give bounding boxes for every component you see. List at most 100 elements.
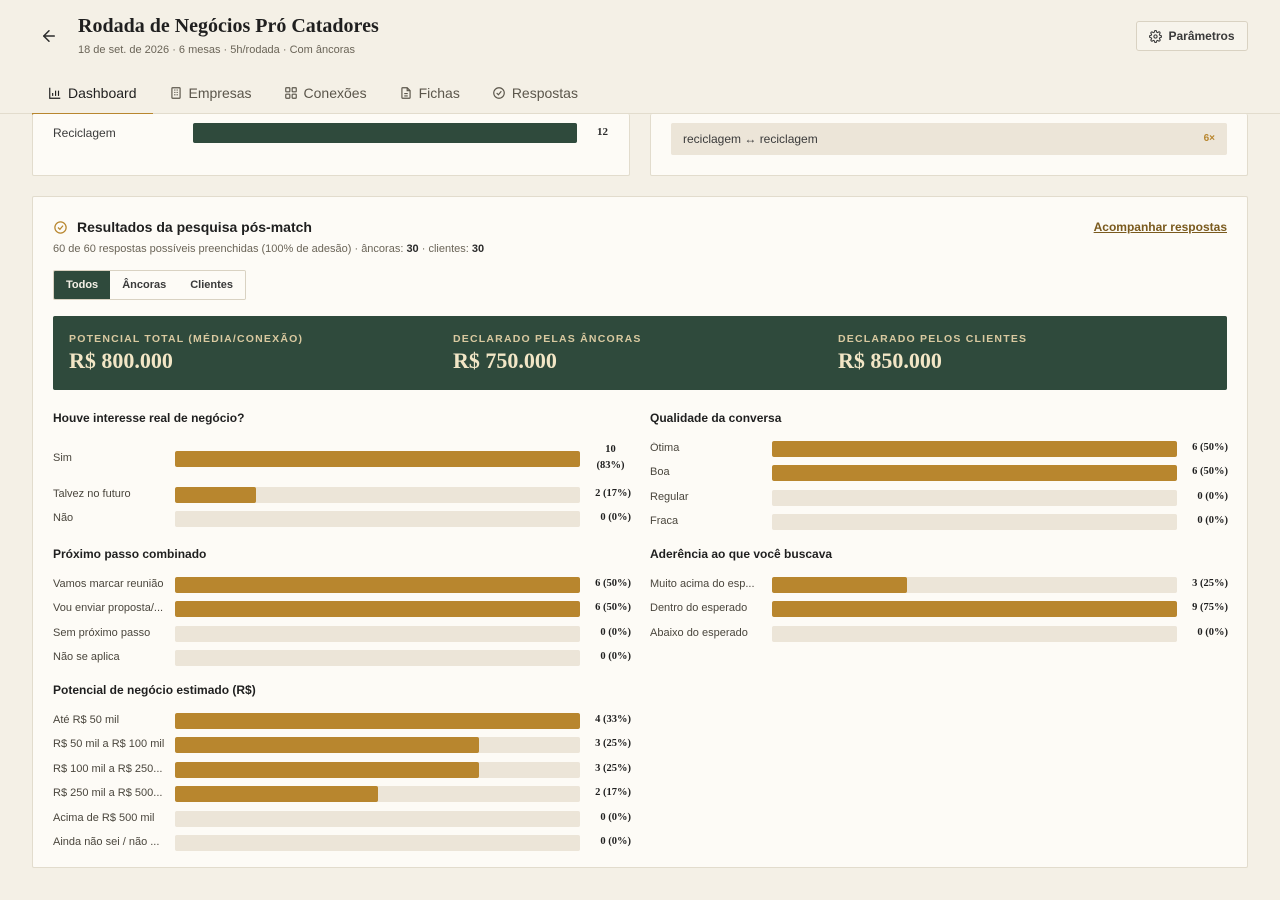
answer-value: 0 (0%) xyxy=(1197,627,1228,638)
answer-bar-track xyxy=(772,441,1177,457)
answer-value: 3 (25%) xyxy=(1192,578,1228,589)
document-icon xyxy=(400,87,411,99)
answer-label: Não xyxy=(53,512,74,524)
answer-label: Até R$ 50 mil xyxy=(53,714,120,726)
page-title: Rodada de Negócios Pró Catadores xyxy=(78,15,379,37)
kpi-total: POTENCIAL TOTAL (MÉDIA/CONEXÃO) R$ 800.0… xyxy=(69,333,303,374)
answer-label: Não se aplica xyxy=(53,651,120,663)
kpi-anchors: DECLARADO PELAS ÂNCORAS R$ 750.000 xyxy=(453,333,642,374)
answer-row: R$ 50 mil a R$ 100 mil 3 (25%) xyxy=(53,733,631,757)
answer-bar-fill xyxy=(772,577,907,593)
answer-label: Boa xyxy=(650,466,670,478)
kpi-value: R$ 800.000 xyxy=(69,348,173,373)
check-circle-icon xyxy=(54,221,67,234)
tab-dashboard[interactable]: Dashboard xyxy=(32,72,153,115)
answer-bar-fill xyxy=(772,465,1177,481)
tab-label: Fichas xyxy=(418,85,460,101)
parameters-label: Parâmetros xyxy=(1168,29,1235,43)
filter-anchors[interactable]: Âncoras xyxy=(110,271,179,299)
answer-bar-track xyxy=(772,601,1177,617)
answer-bar-track xyxy=(175,786,580,802)
filter-clients[interactable]: Clientes xyxy=(178,271,246,299)
answer-value: 3 (25%) xyxy=(595,738,631,749)
survey-sub-mid: · clientes: xyxy=(418,243,472,255)
answer-row: Até R$ 50 mil 4 (33%) xyxy=(53,709,631,733)
survey-results-card: Resultados da pesquisa pós-match 60 de 6… xyxy=(32,196,1248,868)
answer-bar-track xyxy=(772,490,1177,506)
answer-row: Sem próximo passo 0 (0%) xyxy=(53,622,631,646)
tab-bar: Dashboard Empresas Conexões Fichas Respo… xyxy=(32,72,594,115)
answer-bar-track xyxy=(772,465,1177,481)
respondent-filter: Todos Âncoras Clientes xyxy=(53,270,247,300)
kpi-label: DECLARADO PELAS ÂNCORAS xyxy=(453,333,642,345)
answer-bar-track xyxy=(772,577,1177,593)
answer-bar-fill xyxy=(175,762,479,778)
survey-title: Resultados da pesquisa pós-match xyxy=(77,219,312,235)
answer-bar-track xyxy=(772,514,1177,530)
tab-label: Dashboard xyxy=(68,85,137,101)
answer-value: 10 (83%) xyxy=(596,444,625,471)
tab-empresas[interactable]: Empresas xyxy=(153,72,268,114)
answer-value: 3 (25%) xyxy=(595,763,631,774)
answer-bar-track xyxy=(175,626,580,642)
answer-row: R$ 100 mil a R$ 250... 3 (25%) xyxy=(53,758,631,782)
check-circle-icon xyxy=(492,87,505,99)
answer-row: Abaixo do esperado 0 (0%) xyxy=(650,622,1228,646)
answer-bar-track xyxy=(175,762,580,778)
tab-label: Conexões xyxy=(303,85,367,101)
filter-all[interactable]: Todos xyxy=(54,271,111,299)
answer-bar-track xyxy=(175,511,580,527)
tab-label: Empresas xyxy=(188,85,252,101)
answer-value: 0 (0%) xyxy=(600,812,631,823)
page-subtitle: 18 de set. de 2026 · 6 mesas · 5h/rodada… xyxy=(78,44,355,56)
answer-label: Dentro do esperado xyxy=(650,602,748,614)
tab-fichas[interactable]: Fichas xyxy=(383,72,476,114)
anchors-count: 30 xyxy=(406,243,419,255)
follow-responses-link[interactable]: Acompanhar respostas xyxy=(1093,220,1227,234)
sector-bar xyxy=(193,123,577,143)
answer-bar-fill xyxy=(772,441,1177,457)
tab-label: Respostas xyxy=(511,85,578,101)
tab-conexoes[interactable]: Conexões xyxy=(268,72,383,114)
answer-label: Acima de R$ 500 mil xyxy=(53,812,155,824)
answer-row: Vou enviar proposta/... 6 (50%) xyxy=(53,597,631,621)
answer-value: 6 (50%) xyxy=(595,602,631,613)
answer-row: Fraca 0 (0%) xyxy=(650,510,1228,534)
answer-row: R$ 250 mil a R$ 500... 2 (17%) xyxy=(53,782,631,806)
answer-bar-track xyxy=(772,626,1177,642)
answer-bar-fill xyxy=(175,713,580,729)
answer-bar-fill xyxy=(772,601,1177,617)
answer-value: 0 (0%) xyxy=(600,512,631,523)
sector-card: Reciclagem 12 xyxy=(32,114,630,176)
answer-bar-fill xyxy=(175,451,580,467)
answer-value: 2 (17%) xyxy=(595,787,631,798)
answer-bar-track xyxy=(175,713,580,729)
kpi-value: R$ 750.000 xyxy=(453,348,557,373)
answer-row: Acima de R$ 500 mil 0 (0%) xyxy=(53,807,631,831)
answer-label: Vou enviar proposta/... xyxy=(53,602,164,614)
answer-value: 6 (50%) xyxy=(595,578,631,589)
answer-label: Talvez no futuro xyxy=(53,488,131,500)
kpi-label: POTENCIAL TOTAL (MÉDIA/CONEXÃO) xyxy=(69,333,304,345)
answer-value: 0 (0%) xyxy=(1197,515,1228,526)
answer-bar-fill xyxy=(175,786,378,802)
answer-label: R$ 250 mil a R$ 500... xyxy=(53,787,163,799)
back-arrow-icon[interactable] xyxy=(40,27,58,45)
parameters-button[interactable]: Parâmetros xyxy=(1136,21,1248,51)
question-title: Houve interesse real de negócio? xyxy=(53,411,245,425)
answer-bar-track xyxy=(175,811,580,827)
answer-bar-fill xyxy=(175,737,479,753)
bar-chart-icon xyxy=(49,87,61,99)
answer-bar-track xyxy=(175,835,580,851)
answer-row: Regular 0 (0%) xyxy=(650,486,1228,510)
answer-label: Vamos marcar reunião xyxy=(53,578,164,590)
gear-icon xyxy=(1149,29,1163,43)
answer-value: 2 (17%) xyxy=(595,488,631,499)
question-title: Qualidade da conversa xyxy=(650,411,782,425)
answer-row: Não se aplica 0 (0%) xyxy=(53,646,631,670)
answer-value: 6 (50%) xyxy=(1192,442,1228,453)
tab-respostas[interactable]: Respostas xyxy=(476,72,594,114)
answer-row: Vamos marcar reunião 6 (50%) xyxy=(53,573,631,597)
answer-value: 6 (50%) xyxy=(1192,466,1228,477)
answer-bar-track xyxy=(175,451,580,467)
